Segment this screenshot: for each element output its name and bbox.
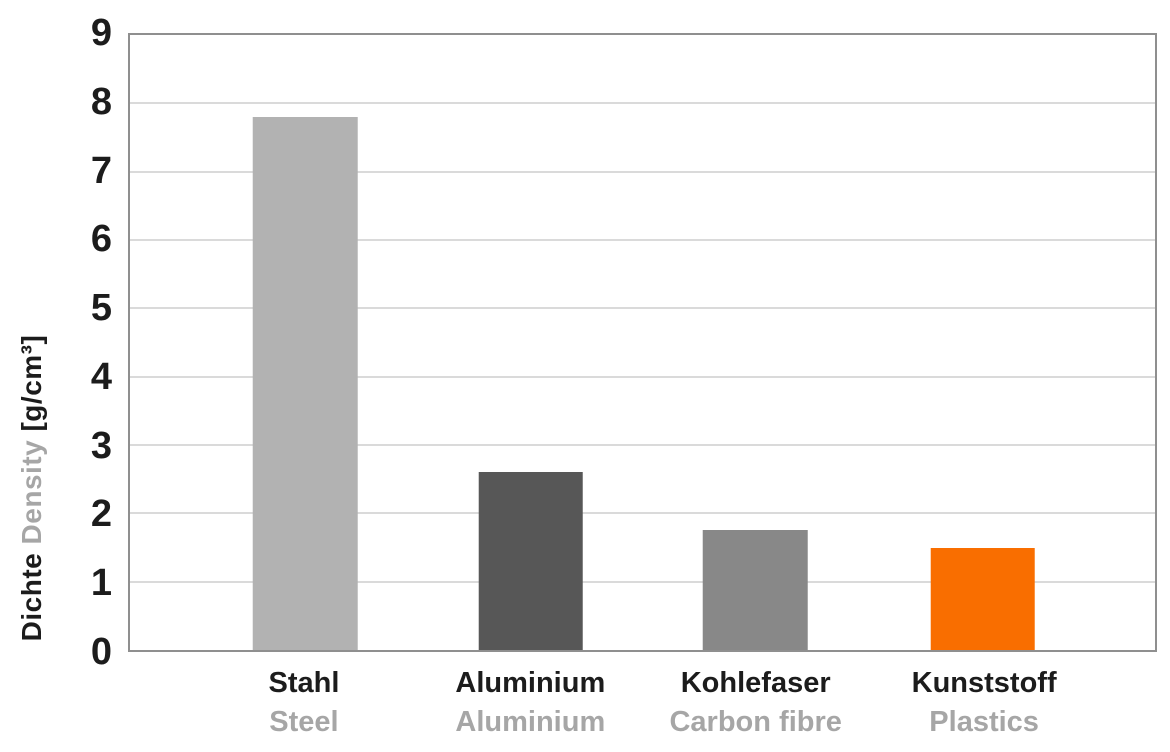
y-tick-9: 9 (90, 12, 112, 54)
y-tick-8: 8 (90, 80, 112, 123)
bar-stahl (252, 117, 358, 650)
category-label-en: Plastics (929, 706, 1039, 738)
category-label-de: Aluminium (455, 667, 606, 699)
y-tick-5: 5 (90, 287, 112, 330)
y-tick-1: 1 (90, 562, 112, 605)
gridline-y-4 (130, 375, 1155, 378)
category-label-de: Stahl (268, 667, 340, 699)
bar-kunststoff (930, 547, 1036, 650)
y-tick-3: 3 (90, 424, 112, 467)
x-label-kohlefaser: Kohlefaser Carbon fibre (669, 664, 841, 742)
y-tick-0: 0 (90, 631, 112, 673)
gridline-y-5 (130, 307, 1155, 310)
category-label-de: Kunststoff (911, 667, 1057, 699)
y-tick-4: 4 (90, 355, 112, 398)
category-label-en: Steel (269, 706, 339, 738)
bar-aluminium (478, 472, 584, 650)
category-label-de: Kohlefaser (680, 667, 831, 699)
y-axis: 0 1 2 3 4 5 6 7 8 9 (0, 14, 112, 671)
gridline-y-1 (130, 580, 1155, 583)
category-label-en: Carbon fibre (669, 706, 842, 738)
gridline-y-6 (130, 239, 1155, 241)
x-axis: Stahl Steel Aluminium Aluminium Kohlefaser Ca… (128, 664, 1157, 748)
x-label-kunststoff: Kunststoff Plastics (912, 664, 1057, 742)
y-tick-2: 2 (90, 493, 112, 536)
gridline-y-2 (130, 512, 1155, 515)
gridline-y-8 (130, 102, 1155, 105)
x-label-aluminium: Aluminium Aluminium (455, 664, 605, 742)
category-label-en: Aluminium (455, 706, 606, 738)
y-tick-7: 7 (90, 149, 112, 192)
plot-area (128, 33, 1157, 652)
x-label-stahl: Stahl Steel (269, 664, 340, 742)
gridline-y-3 (130, 444, 1155, 446)
y-tick-6: 6 (90, 218, 112, 261)
gridline-y-7 (130, 170, 1155, 173)
bar-kohlefaser (702, 530, 808, 650)
